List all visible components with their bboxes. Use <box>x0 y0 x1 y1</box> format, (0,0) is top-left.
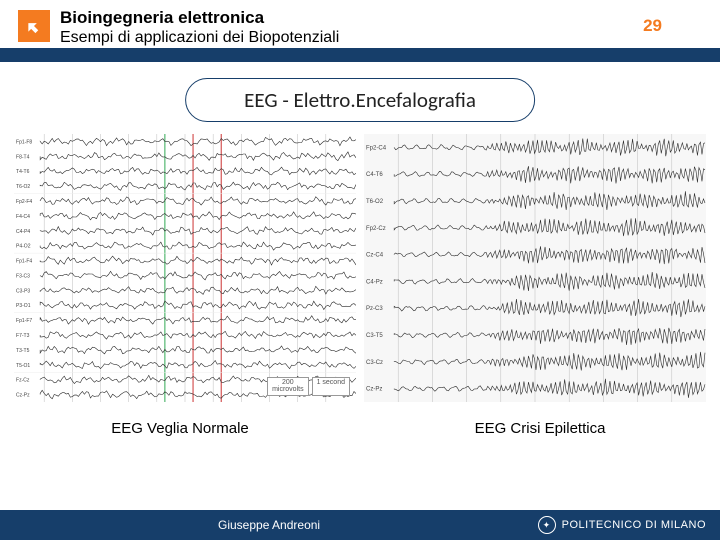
caption-row: EEG Veglia Normale EEG Crisi Epilettica <box>0 420 720 437</box>
title-main: Bioingegneria elettronica <box>60 8 339 28</box>
svg-text:C3-T5: C3-T5 <box>366 333 383 339</box>
svg-text:F8-T4: F8-T4 <box>16 154 30 160</box>
svg-text:T5-O1: T5-O1 <box>16 363 30 369</box>
title-sub: Esempi di applicazioni dei Biopotenziali <box>60 29 339 47</box>
page-number: 29 <box>643 16 662 36</box>
svg-text:P4-O2: P4-O2 <box>16 244 31 250</box>
section-title: EEG - Elettro.Encefalografia <box>185 78 535 122</box>
svg-text:F7-T3: F7-T3 <box>16 333 30 339</box>
svg-text:C4-Pz: C4-Pz <box>366 279 383 285</box>
svg-text:Fp1-F7: Fp1-F7 <box>16 318 32 324</box>
svg-text:Pz-C3: Pz-C3 <box>366 306 383 312</box>
eeg-area: Fp1-F8 F8-T4 T4-T6 T6-O2 Fp2-F4 F4-C4 C4-P4 P4-… <box>14 134 706 402</box>
eeg-panel-right: Fp2-C4 C4-T6 T6-O2 Fp2-Cz Cz-C4 C4-Pz Pz-C3 C3-… <box>364 134 706 402</box>
footer-author: Giuseppe Andreoni <box>218 518 320 532</box>
svg-text:P3-O1: P3-O1 <box>16 303 31 309</box>
svg-text:Fp1-F4: Fp1-F4 <box>16 259 32 265</box>
caption-right: EEG Crisi Epilettica <box>360 420 720 437</box>
scale-box: 200 microvolts 1 second <box>267 377 350 396</box>
svg-text:Fz-Cz: Fz-Cz <box>16 378 30 384</box>
svg-text:C3-P3: C3-P3 <box>16 288 30 294</box>
eeg-panel-left: Fp1-F8 F8-T4 T4-T6 T6-O2 Fp2-F4 F4-C4 C4-P4 P4-… <box>14 134 356 402</box>
header-bar <box>0 48 720 62</box>
svg-text:C3-Cz: C3-Cz <box>366 360 383 366</box>
footer-logo: ✦ POLITECNICO DI MILANO <box>538 516 706 534</box>
svg-text:Fp2-Cz: Fp2-Cz <box>366 226 386 232</box>
svg-text:F4-C4: F4-C4 <box>16 214 30 220</box>
scale-time: 1 second <box>312 377 350 396</box>
header-text: Bioingegneria elettronica Esempi di appl… <box>60 8 339 47</box>
svg-text:Cz-Pz: Cz-Pz <box>366 387 382 393</box>
svg-text:T6-O2: T6-O2 <box>366 199 384 205</box>
svg-text:Fp2-F4: Fp2-F4 <box>16 199 32 205</box>
svg-text:Cz-Pz: Cz-Pz <box>16 393 30 399</box>
svg-text:T6-O2: T6-O2 <box>16 184 30 190</box>
footer-bar: Giuseppe Andreoni ✦ POLITECNICO DI MILAN… <box>0 510 720 540</box>
svg-text:T3-T5: T3-T5 <box>16 348 30 354</box>
svg-text:F3-C3: F3-C3 <box>16 273 30 279</box>
svg-text:Fp2-C4: Fp2-C4 <box>366 145 387 151</box>
svg-text:Fp1-F8: Fp1-F8 <box>16 139 32 145</box>
footer-institution: POLITECNICO DI MILANO <box>562 519 706 531</box>
scale-amplitude: 200 microvolts <box>267 377 309 396</box>
svg-text:C4-P4: C4-P4 <box>16 229 30 235</box>
svg-text:C4-T6: C4-T6 <box>366 172 383 178</box>
svg-text:Cz-C4: Cz-C4 <box>366 253 384 259</box>
caption-left: EEG Veglia Normale <box>0 420 360 437</box>
polimi-emblem-icon: ✦ <box>538 516 556 534</box>
svg-text:T4-T6: T4-T6 <box>16 169 30 175</box>
logo-icon <box>18 10 50 42</box>
